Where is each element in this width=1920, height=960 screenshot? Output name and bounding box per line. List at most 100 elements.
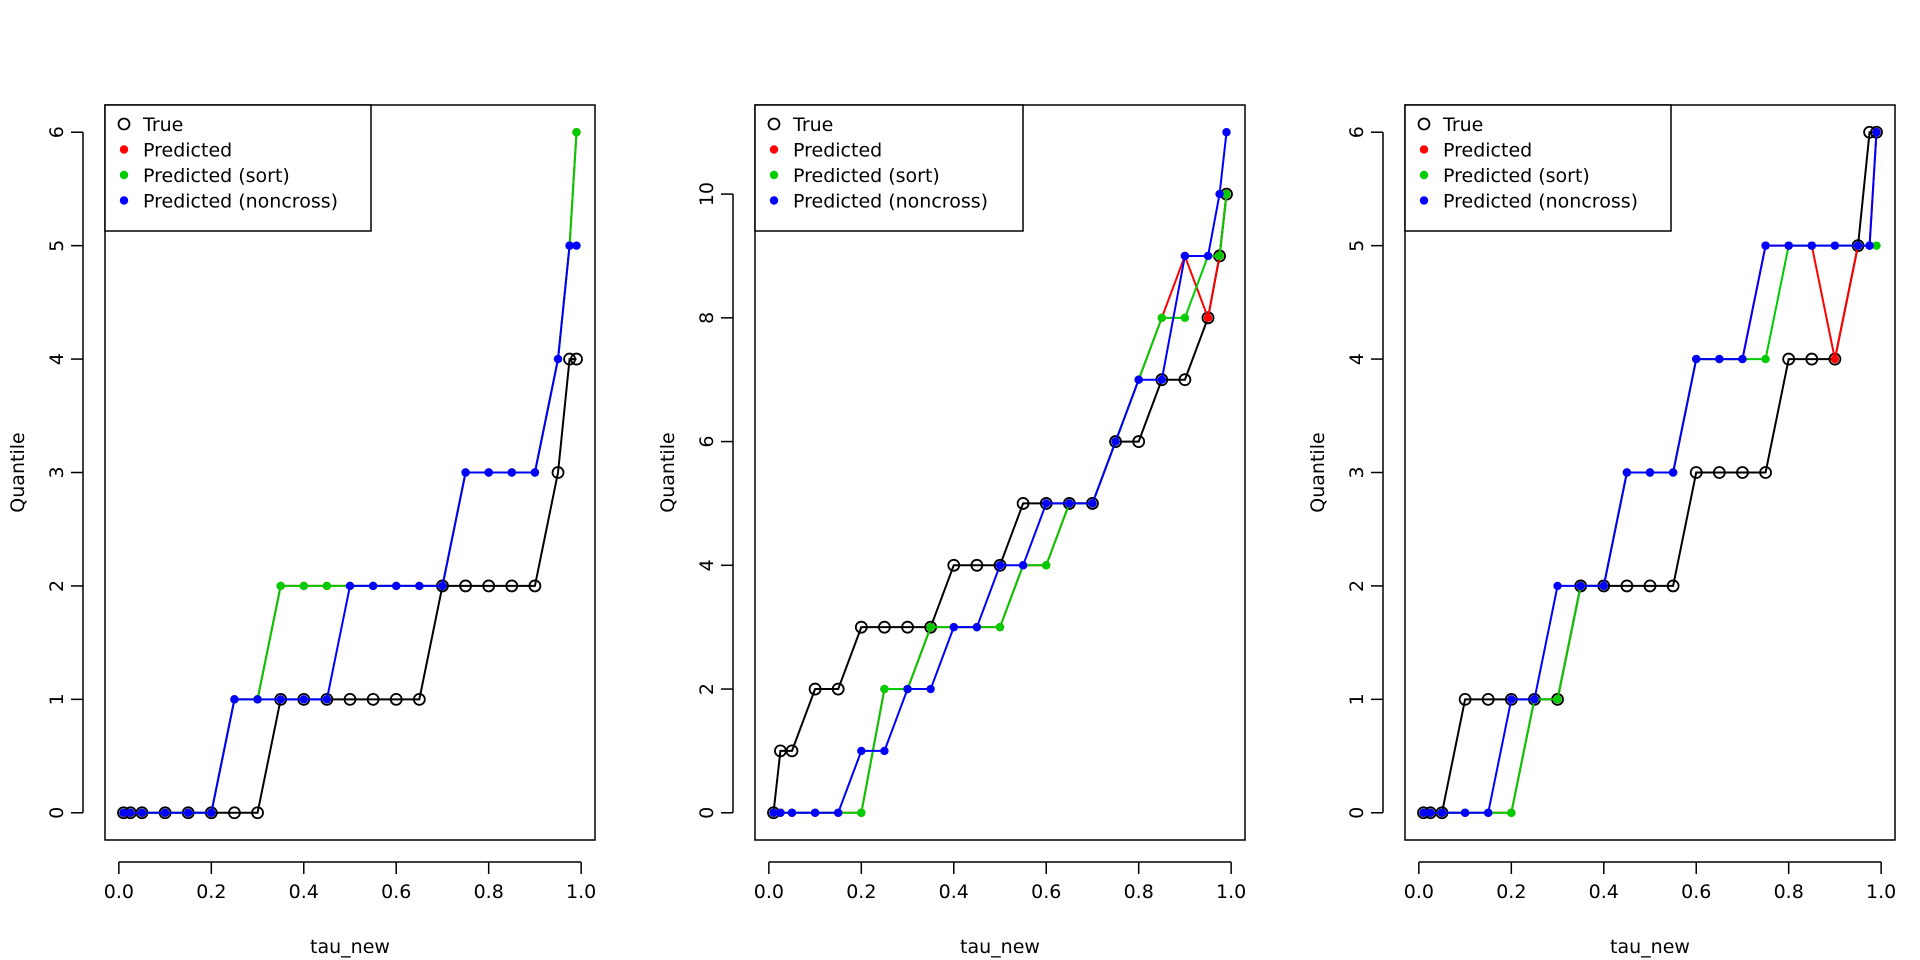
data-point-predicted-sort	[299, 581, 308, 591]
data-point-true	[1178, 373, 1192, 387]
data-point-predicted-noncross	[1419, 808, 1428, 817]
legend-symbol	[119, 196, 129, 205]
data-point-predicted-sort	[1553, 695, 1562, 704]
data-point-predicted-sort	[1872, 241, 1881, 250]
y-tick-label: 8	[696, 312, 718, 324]
data-point-true	[1620, 579, 1634, 593]
data-point-predicted-noncross	[1830, 241, 1840, 250]
data-point-predicted-noncross	[1738, 354, 1747, 364]
series-line-predicted-sort	[1423, 244, 1877, 814]
data-point-predicted-noncross	[1215, 189, 1224, 199]
data-point-predicted-sort	[322, 581, 332, 591]
data-point-predicted-noncross	[565, 241, 574, 250]
data-point-true	[808, 682, 822, 696]
legend-symbol	[769, 196, 779, 205]
data-point-predicted-noncross	[119, 808, 128, 817]
series-line-predicted-sort	[773, 193, 1228, 814]
data-point-predicted-sort	[857, 808, 866, 817]
data-point-true	[1828, 352, 1842, 366]
data-point-predicted-noncross	[1668, 468, 1678, 477]
data-point-true	[459, 579, 472, 593]
data-point-true	[1016, 497, 1030, 510]
x-tick-label: 0.8	[1774, 881, 1804, 903]
y-tick-label: 1	[1346, 693, 1368, 705]
data-point-predicted-noncross	[299, 695, 308, 704]
data-point-predicted-noncross	[1134, 375, 1143, 384]
data-point-predicted-noncross	[1157, 375, 1166, 384]
legend-symbol	[1419, 145, 1429, 154]
data-point-predicted-noncross	[810, 808, 820, 817]
y-tick-label: 0	[1346, 807, 1368, 819]
data-point-true	[251, 806, 264, 820]
data-point-predicted-noncross	[949, 622, 958, 632]
data-point-predicted-noncross	[1484, 808, 1493, 817]
data-point-predicted-noncross	[1437, 808, 1447, 817]
data-point-true	[947, 558, 961, 572]
data-point-predicted-noncross	[776, 808, 785, 817]
x-tick-label: 0.6	[381, 881, 411, 903]
data-point-predicted-noncross	[1426, 808, 1435, 817]
data-point-true	[570, 352, 583, 366]
y-tick-label: 6	[1346, 126, 1368, 138]
chart-panel-1: 0.0 0.2 0.4 0.6 0.8 1.0 tau_new 0 1 2 3 4 5 6 Quantile…	[7, 104, 596, 958]
y-tick-label: 0	[696, 807, 718, 819]
y-tick-label: 2	[696, 683, 718, 695]
data-point-predicted-sort	[572, 128, 581, 137]
x-tick-label: 0.6	[1681, 881, 1711, 903]
legend-label: True	[792, 114, 833, 136]
data-point-true	[551, 466, 565, 479]
data-point-predicted-noncross	[857, 746, 866, 756]
legend-symbol-true	[117, 117, 131, 131]
data-point-predicted-noncross	[276, 695, 285, 704]
data-point-predicted-noncross	[126, 808, 135, 817]
data-point-predicted-noncross	[1872, 128, 1881, 137]
legend: True Predicted Predicted (sort) Predicted (…	[104, 104, 372, 232]
data-point-true	[343, 692, 357, 706]
legend-symbol	[769, 145, 779, 154]
data-point-predicted-sort	[1761, 354, 1770, 364]
data-point-predicted	[1830, 354, 1840, 364]
legend-box	[754, 104, 1024, 232]
data-point-predicted-noncross	[1645, 468, 1655, 477]
data-point-true	[1458, 692, 1472, 706]
data-point-predicted-noncross	[1530, 695, 1539, 704]
y-axis-title: Quantile	[1307, 432, 1329, 512]
data-point-predicted-noncross	[553, 354, 563, 364]
legend-label: Predicted	[1443, 140, 1532, 162]
x-tick-label: 0.0	[754, 881, 784, 903]
data-point-predicted-noncross	[1018, 561, 1028, 570]
data-point-predicted-noncross	[1222, 128, 1231, 137]
data-point-predicted	[1203, 313, 1213, 323]
y-tick-label: 3	[46, 466, 68, 478]
y-tick-label: 10	[696, 182, 718, 206]
data-point-true	[878, 620, 891, 634]
data-point-predicted-noncross	[253, 695, 262, 704]
x-tick-label: 0.0	[1404, 881, 1434, 903]
data-point-true	[1109, 435, 1122, 448]
x-tick-label: 0.8	[474, 881, 504, 903]
data-point-true	[831, 682, 845, 696]
data-point-predicted-noncross	[787, 808, 797, 817]
x-tick-label: 0.8	[1124, 881, 1154, 903]
data-point-true	[1666, 579, 1680, 593]
y-tick-label: 6	[696, 436, 718, 448]
data-point-predicted-noncross	[207, 808, 216, 817]
legend-label: Predicted (sort)	[793, 165, 940, 187]
legend-box	[104, 104, 372, 232]
legend-label: True	[1442, 114, 1483, 136]
data-point-true	[1643, 579, 1657, 593]
legend-symbol	[119, 170, 129, 180]
data-point-predicted-noncross	[1599, 581, 1608, 591]
x-tick-label: 0.6	[1031, 881, 1061, 903]
data-point-true	[1736, 466, 1749, 479]
data-point-predicted-noncross	[1553, 581, 1562, 591]
legend: True Predicted Predicted (sort) Predicted (…	[1404, 104, 1672, 232]
data-point-predicted-noncross	[507, 468, 516, 477]
y-tick-label: 5	[1346, 240, 1368, 252]
y-tick-label: 4	[696, 559, 718, 571]
legend-label: Predicted (sort)	[143, 165, 290, 187]
chart-panel-3: 0.0 0.2 0.4 0.6 0.8 1.0 tau_new 0 1 2 3 4 5 6 Quantile…	[1307, 104, 1896, 958]
data-point-predicted-noncross	[345, 581, 355, 591]
data-point-predicted-noncross	[322, 695, 332, 704]
data-point-true	[228, 806, 241, 820]
